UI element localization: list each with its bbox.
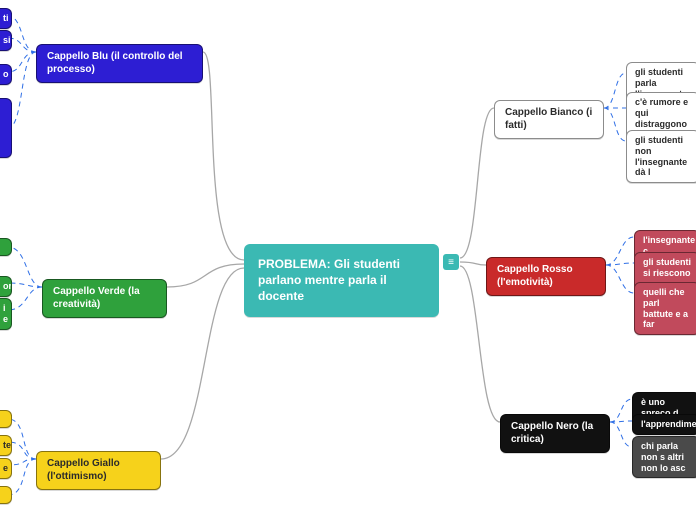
hat-bianco[interactable]: Cappello Bianco (i fatti) xyxy=(494,100,604,139)
hat-blu[interactable]: Cappello Blu (il controllo del processo) xyxy=(36,44,203,83)
mindmap-canvas: PROBLEMA: Gli studenti parlano mentre pa… xyxy=(0,0,696,520)
hat-nero[interactable]: Cappello Nero (la critica) xyxy=(500,414,610,453)
leaf-blu-1[interactable]: si xyxy=(0,30,12,51)
central-node[interactable]: PROBLEMA: Gli studenti parlano mentre pa… xyxy=(244,244,439,317)
leaf-giallo-0[interactable] xyxy=(0,410,12,428)
leaf-blu-2[interactable]: o xyxy=(0,64,12,85)
leaf-blu-0[interactable]: ti xyxy=(0,8,12,29)
leaf-giallo-1[interactable]: te xyxy=(0,435,12,456)
hat-rosso[interactable]: Cappello Rosso (l'emotività) xyxy=(486,257,606,296)
hat-giallo[interactable]: Cappello Giallo (l'ottimismo) xyxy=(36,451,161,490)
leaf-nero-1[interactable]: l'apprendimen xyxy=(632,414,696,435)
leaf-giallo-3[interactable] xyxy=(0,486,12,504)
notes-icon[interactable]: ≡ xyxy=(443,254,459,270)
leaf-nero-2[interactable]: chi parla non s altri non lo asc xyxy=(632,436,696,478)
leaf-bianco-2[interactable]: gli studenti non l'insegnante dà l xyxy=(626,130,696,183)
hat-verde[interactable]: Cappello Verde (la creatività) xyxy=(42,279,167,318)
leaf-blu-3[interactable] xyxy=(0,98,12,158)
leaf-verde-0[interactable] xyxy=(0,238,12,256)
leaf-rosso-2[interactable]: quelli che parl battute e a far xyxy=(634,282,696,335)
leaf-verde-1[interactable]: on xyxy=(0,276,12,297)
leaf-verde-2[interactable]: i e xyxy=(0,298,12,330)
leaf-giallo-2[interactable]: e xyxy=(0,458,12,479)
